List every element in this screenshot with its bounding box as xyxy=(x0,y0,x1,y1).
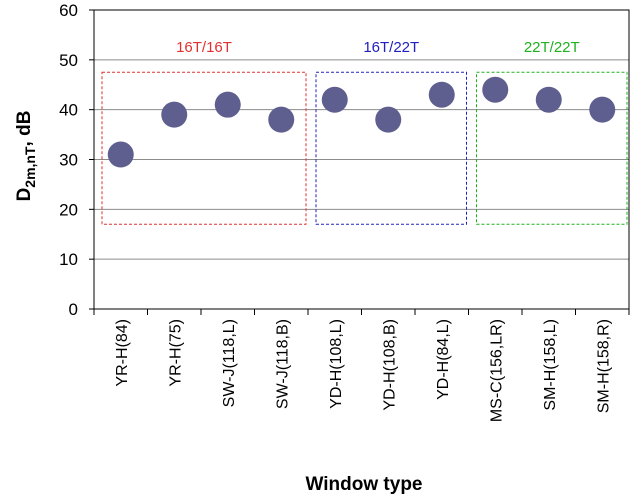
y-axis-title-unit: , dB xyxy=(14,111,35,147)
y-tick-label: 50 xyxy=(59,51,78,70)
y-axis-title: D2m,nT, dB xyxy=(14,111,38,202)
x-tick-label: YD-H(84,L) xyxy=(435,319,452,400)
group-boxes: 16T/16T 16T/22T 22T/22T xyxy=(101,39,628,225)
group-label: 16T/22T xyxy=(363,39,419,56)
data-points xyxy=(107,76,616,168)
y-tick-label: 40 xyxy=(59,101,78,120)
group-box xyxy=(476,71,628,225)
x-tick-label: SW-J(118,L) xyxy=(221,319,238,407)
x-tick-label: SM-H(158,L) xyxy=(542,319,559,411)
group-box xyxy=(101,71,307,225)
x-tick-label: SM-H(158,R) xyxy=(595,319,612,413)
y-tick-label: 60 xyxy=(59,1,78,20)
y-tick-label: 10 xyxy=(59,250,78,269)
data-point xyxy=(375,106,402,133)
data-point xyxy=(482,76,509,103)
x-tick-label: YR-H(75) xyxy=(167,319,184,387)
x-tick-label: SW-J(118,B) xyxy=(274,319,291,409)
data-point xyxy=(214,91,241,118)
y-axis-title-subscript: 2m,nT xyxy=(22,146,38,188)
data-point xyxy=(589,96,616,123)
data-point xyxy=(268,106,295,133)
x-tick-label: YD-H(108,B) xyxy=(381,319,398,411)
x-tick-label: YD-H(108,L) xyxy=(328,319,345,409)
data-point xyxy=(161,101,188,128)
y-tick-label: 0 xyxy=(69,300,78,319)
group-label: 22T/22T xyxy=(524,39,580,56)
data-point xyxy=(107,141,134,168)
x-tick-label: MS-C(156,LR) xyxy=(488,319,505,422)
data-point xyxy=(535,86,562,113)
group-label: 16T/16T xyxy=(176,39,232,56)
y-tick-label: 30 xyxy=(59,151,78,170)
x-tick-label: YR-H(84) xyxy=(114,319,131,387)
y-axis-title-main: D xyxy=(14,188,35,202)
data-point xyxy=(321,86,348,113)
x-axis-ticks: YR-H(84) YR-H(75) SW-J(118,L) SW-J(118,B) YD… xyxy=(93,309,630,422)
data-point xyxy=(428,81,455,108)
y-axis-ticks: 0 10 20 30 40 50 60 xyxy=(59,1,94,319)
x-axis-title: Window type xyxy=(306,474,423,495)
group-box xyxy=(315,71,467,225)
y-tick-label: 20 xyxy=(59,200,78,219)
